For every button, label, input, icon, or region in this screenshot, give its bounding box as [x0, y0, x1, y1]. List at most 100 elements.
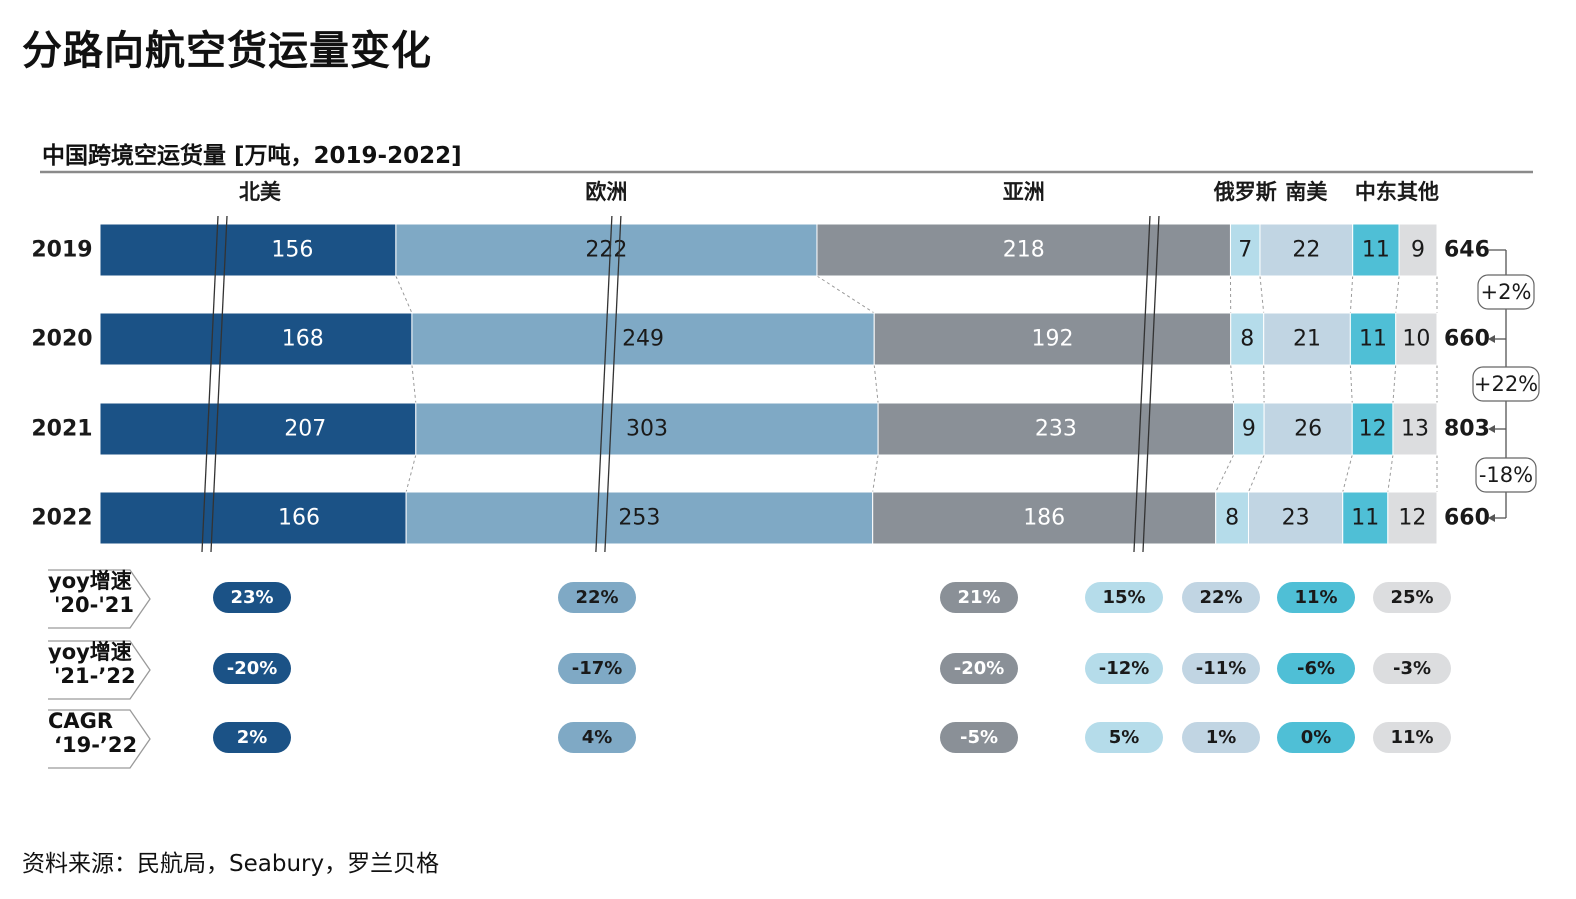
legend-label-4: 南美: [1285, 180, 1327, 204]
growth-pill-1-6: -3%: [1373, 653, 1451, 684]
data-label-0-2021: 207: [284, 417, 326, 442]
data-label-2-2019: 218: [1003, 238, 1045, 263]
growth-pill-1-0: -20%: [213, 653, 291, 684]
growth-pill-0-5: 11%: [1277, 582, 1355, 613]
bar-segment-5-2019: [1352, 223, 1400, 277]
data-label-1-2019: 222: [585, 238, 627, 263]
data-label-1-2020: 249: [622, 327, 664, 352]
connector-line: [1248, 454, 1265, 493]
source-note: 资料来源：民航局，Seabury，罗兰贝格: [22, 851, 440, 877]
data-label-3-2022: 8: [1225, 506, 1239, 531]
growth-row-label-1: yoy增速 '21-’22: [46, 640, 151, 700]
connector-line: [1392, 364, 1397, 404]
data-label-2-2022: 186: [1023, 506, 1065, 531]
bracket-arrow-2021-head: [1488, 425, 1495, 433]
axis-break-mark: [210, 215, 228, 553]
connector-line: [872, 454, 879, 493]
growth-pill-1-5: -6%: [1277, 653, 1355, 684]
bar-segment-4-2021: [1263, 402, 1353, 456]
growth-row-label-line1: yoy增速: [48, 640, 132, 664]
connector-line: [873, 364, 879, 404]
chart-subtitle: 中国跨境空运货量 [万吨，2019-2022]: [42, 143, 462, 169]
connector-line: [1349, 275, 1354, 314]
total-label-2022: 660: [1444, 506, 1490, 531]
data-label-1-2022: 253: [618, 506, 660, 531]
growth-pill-2-5: 0%: [1277, 722, 1355, 753]
connector-line: [1259, 275, 1265, 314]
data-label-0-2019: 156: [271, 238, 313, 263]
growth-pill-1-2: -20%: [940, 653, 1018, 684]
legend-label-0: 北美: [239, 180, 281, 204]
bar-segment-0-2022: [99, 491, 407, 545]
data-label-3-2020: 8: [1240, 327, 1254, 352]
bar-segment-4-2020: [1263, 312, 1351, 366]
data-label-3-2019: 7: [1238, 238, 1252, 263]
legend-label-2: 亚洲: [1003, 180, 1045, 204]
growth-pill-2-2: -5%: [940, 722, 1018, 753]
year-label-2022: 2022: [31, 506, 92, 531]
data-label-4-2020: 21: [1293, 327, 1321, 352]
growth-pill-2-0: 2%: [213, 722, 291, 753]
growth-row-label-line2: ‘19-’22: [54, 733, 138, 757]
bar-segment-1-2020: [411, 312, 875, 366]
total-change-label-2: -18%: [1479, 463, 1533, 487]
growth-pill-0-6: 25%: [1373, 582, 1451, 613]
total-label-2021: 803: [1444, 417, 1490, 442]
data-label-5-2021: 12: [1359, 417, 1387, 442]
growth-pill-0-3: 15%: [1085, 582, 1163, 613]
legend-label-5: 中东: [1355, 180, 1397, 204]
bar-segment-5-2020: [1349, 312, 1397, 366]
growth-pill-2-1: 4%: [558, 722, 636, 753]
connector-line: [1387, 454, 1394, 493]
bar-segment-3-2022: [1215, 491, 1249, 545]
growth-pill-0-1: 22%: [558, 582, 636, 613]
data-label-6-2022: 12: [1398, 506, 1426, 531]
year-label-2019: 2019: [31, 238, 92, 263]
total-change-badge-0: [1477, 274, 1535, 310]
data-label-4-2019: 22: [1292, 238, 1320, 263]
growth-pill-0-4: 22%: [1182, 582, 1260, 613]
legend-label-1: 欧洲: [585, 180, 627, 204]
growth-row-label-line2: '21-’22: [54, 664, 136, 688]
growth-pill-0-0: 23%: [213, 582, 291, 613]
axis-break-mark: [595, 215, 613, 553]
connector-line: [411, 364, 417, 404]
growth-row-label-line1: yoy增速: [48, 569, 132, 593]
data-label-1-2021: 303: [626, 417, 668, 442]
bar-segment-1-2021: [415, 402, 879, 456]
bar-segment-1-2022: [405, 491, 874, 545]
bar-segment-0-2019: [99, 223, 397, 277]
growth-row-label-line1: CAGR: [48, 709, 114, 733]
data-label-4-2022: 23: [1282, 506, 1310, 531]
year-label-2020: 2020: [31, 327, 92, 352]
bar-segment-5-2021: [1351, 402, 1394, 456]
bar-segment-6-2019: [1398, 223, 1438, 277]
growth-row-label-2: CAGR ‘19-’22: [46, 709, 151, 769]
data-label-6-2019: 9: [1411, 238, 1425, 263]
connector-line: [395, 275, 413, 314]
connector-line: [1230, 364, 1235, 404]
row-label-arrow-shape: [48, 709, 151, 769]
bracket-arrow-2020-head: [1488, 335, 1495, 343]
total-change-label-0: +2%: [1481, 280, 1532, 304]
growth-pill-0-2: 21%: [940, 582, 1018, 613]
bracket-arrow-2022-head: [1488, 514, 1495, 522]
bar-segment-3-2019: [1229, 223, 1261, 277]
page-title: 分路向航空货运量变化: [22, 28, 432, 74]
axis-break-mark: [1142, 215, 1160, 553]
bar-segment-3-2021: [1233, 402, 1265, 456]
growth-pill-2-6: 11%: [1373, 722, 1451, 753]
axis-break-mark: [604, 215, 622, 553]
row-label-arrow-shape: [48, 640, 151, 700]
total-label-2020: 660: [1444, 327, 1490, 352]
data-label-5-2020: 11: [1359, 327, 1387, 352]
total-change-badge-2: [1475, 457, 1537, 493]
bar-segment-6-2020: [1395, 312, 1438, 366]
growth-row-label-line2: '20-'21: [54, 593, 135, 617]
data-label-5-2022: 11: [1351, 506, 1379, 531]
data-label-6-2020: 10: [1402, 327, 1430, 352]
connector-line: [1349, 364, 1353, 404]
connector-line: [1395, 275, 1400, 314]
total-label-2019: 646: [1444, 238, 1490, 263]
bar-segment-2-2020: [873, 312, 1232, 366]
